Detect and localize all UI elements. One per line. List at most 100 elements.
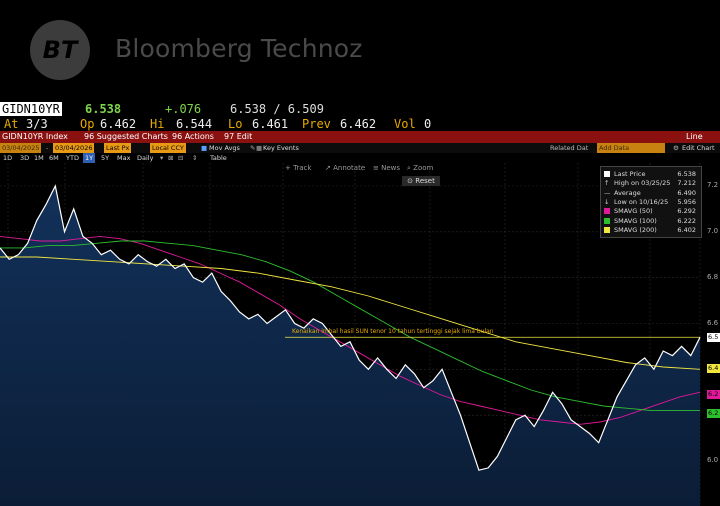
currency-select[interactable]: Local CCY (150, 143, 186, 153)
legend-label: SMAVG (200) (614, 225, 657, 234)
legend-item: ↓ Low on 10/16/25 5.956 (604, 198, 698, 207)
price-type-select[interactable]: Last Px (104, 143, 132, 153)
legend-item: Last Price 6.538 (604, 170, 698, 179)
at-value: 3/3 (26, 117, 48, 131)
legend-swatch (604, 171, 610, 177)
period-5y[interactable]: 5Y (101, 154, 110, 162)
start-date-field[interactable]: 03/04/2025 (0, 143, 42, 153)
legend-swatch (604, 208, 610, 215)
ticker-symbol[interactable]: GIDN10YR (0, 102, 62, 116)
legend-label: SMAVG (50) (614, 207, 653, 216)
legend-value: 6.490 (677, 188, 696, 197)
track-tool[interactable]: + Track (285, 164, 312, 172)
moving-average-line-3 (0, 256, 701, 370)
last-price: 6.538 (85, 102, 122, 116)
brand-name: Bloomberg Technoz (115, 34, 363, 63)
period-1m[interactable]: 1M (34, 154, 44, 162)
table-button[interactable]: Table (210, 154, 227, 162)
legend-item: — Average 6.490 (604, 189, 698, 198)
vol-value: 0 (424, 117, 432, 131)
y-tick-label: 6.8 (707, 272, 719, 281)
moving-average-line-1 (0, 235, 701, 425)
brand-banner: BT Bloomberg Technoz (0, 0, 720, 100)
chart-mode-icon[interactable]: ⊟ (178, 154, 184, 162)
mov-avgs-checkbox[interactable]: ■ (201, 144, 208, 152)
chart-style-icon[interactable]: ⊠ (168, 154, 174, 162)
end-date-field[interactable]: 03/04/2026 (53, 143, 95, 153)
zoom-tool[interactable]: ⌕ Zoom (407, 164, 434, 172)
legend-value: 6.402 (677, 225, 696, 234)
legend-label: Low on 10/16/25 (614, 197, 669, 206)
at-label: At (4, 117, 19, 131)
period-6m[interactable]: 6M (49, 154, 59, 162)
prev-value: 6.462 (340, 117, 377, 131)
suggested-charts-menu[interactable]: 96 Suggested Charts (84, 132, 168, 141)
legend-label: Last Price (614, 170, 646, 178)
high-label: Hi (150, 117, 165, 131)
legend-item: SMAVG (50) 6.292 (604, 207, 698, 216)
high-value: 6.544 (176, 117, 213, 131)
function-tabbar: GIDN10YR Index 96 Suggested Charts 96 Ac… (0, 131, 720, 153)
related-data-label: Related Dat (550, 144, 589, 152)
period-3d[interactable]: 3D (20, 154, 30, 162)
prev-label: Prev (302, 117, 331, 131)
price-tag: 6.5 (707, 333, 720, 343)
low-label: Lo (228, 117, 243, 131)
edit-chart-button[interactable]: Edit Chart (682, 144, 715, 152)
low-value: 6.461 (252, 117, 289, 131)
drag-handle-icon[interactable]: ⇕ (192, 154, 198, 162)
open-value: 6.462 (100, 117, 137, 131)
price-change: +.076 (165, 102, 202, 116)
frequency-select[interactable]: Daily (137, 154, 154, 162)
quote-header: GIDN10YR 6.538 +.076 6.538 / 6.509 (0, 101, 720, 117)
brand-logo: BT (30, 20, 90, 80)
open-label: Op (80, 117, 95, 131)
actions-menu[interactable]: 96 Actions (172, 132, 214, 141)
legend-swatch: — (604, 188, 611, 197)
price-tag: 6.4 (707, 364, 720, 374)
index-name-tab[interactable]: GIDN10YR Index (2, 132, 68, 141)
chart-legend: Last Price 6.538 ↑ High on 03/25/25 7.212— Av… (600, 166, 702, 238)
price-chart[interactable] (0, 163, 720, 506)
reset-button[interactable]: ⊙ Reset (402, 176, 440, 186)
moving-average-line-2 (0, 240, 700, 412)
legend-label: Average (614, 188, 641, 197)
period-max[interactable]: Max (117, 154, 131, 162)
period-1y[interactable]: 1Y (83, 153, 96, 163)
annotate-tool[interactable]: ↗ Annotate (325, 164, 366, 172)
legend-swatch: ↓ (604, 197, 610, 206)
legend-item: ↑ High on 03/25/25 7.212 (604, 179, 698, 188)
legend-value: 5.956 (677, 197, 696, 206)
news-tool[interactable]: ≡ News (373, 164, 401, 172)
key-events-checkbox[interactable]: ■ (256, 144, 263, 152)
legend-label: High on 03/25/25 (614, 179, 671, 188)
price-area-fill (0, 186, 700, 506)
chart-annotation: Kenaikan imbal hasil SUN tenor 10 tahun … (292, 328, 494, 335)
price-line (0, 184, 701, 471)
edit-menu[interactable]: 97 Edit (224, 132, 253, 141)
period-1d[interactable]: 1D (3, 154, 13, 162)
quote-details: At 3/3 Op 6.462 Hi 6.544 Lo 6.461 Prev 6… (0, 117, 720, 131)
y-tick-label: 7.0 (707, 226, 719, 235)
y-tick-label: 6.0 (707, 456, 719, 464)
price-tag: 6.2 (707, 409, 720, 419)
legend-value: 7.212 (677, 179, 696, 188)
gear-icon[interactable]: ⚙ (673, 144, 679, 152)
related-data-field[interactable]: Add Data (597, 143, 665, 153)
period-ytd[interactable]: YTD (66, 154, 79, 162)
brand-logo-text: BT (42, 36, 78, 64)
y-tick-label: 6.6 (707, 318, 719, 327)
chevron-down-icon[interactable]: ▾ (160, 154, 164, 162)
legend-value: 6.538 (677, 170, 696, 178)
mov-avgs-label[interactable]: Mov Avgs (209, 144, 240, 152)
key-events-label[interactable]: Key Events (263, 144, 299, 152)
vol-label: Vol (394, 117, 416, 131)
legend-label: SMAVG (100) (614, 216, 657, 225)
pencil-icon[interactable]: ✎ (250, 144, 256, 152)
period-bar: 1D 3D 1M 6M YTD 1Y 5Y Max Daily ▾ ⊠ ⊟ ⇕ … (0, 153, 720, 163)
legend-item: SMAVG (100) 6.222 (604, 217, 698, 226)
legend-swatch (604, 226, 610, 233)
price-tag: 6.2 (707, 389, 720, 399)
y-tick-label: 7.2 (707, 181, 719, 189)
legend-value: 6.222 (677, 216, 696, 225)
